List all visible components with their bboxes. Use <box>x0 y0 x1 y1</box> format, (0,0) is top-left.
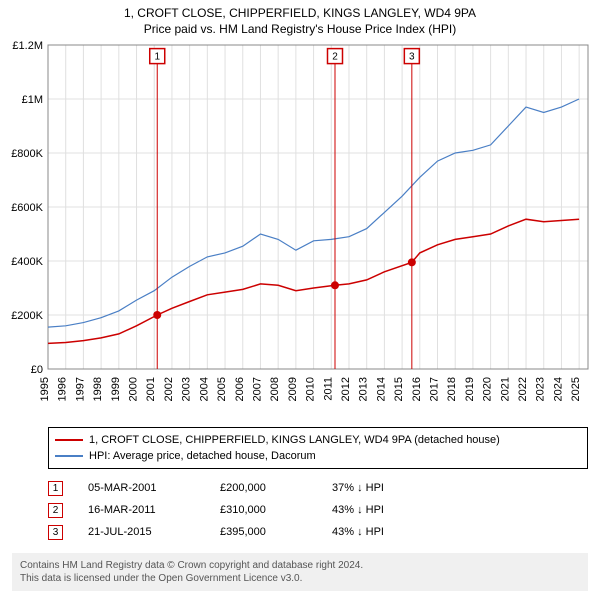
sale-point-dot <box>331 281 339 289</box>
sale-delta: 43% ↓ HPI <box>332 526 432 538</box>
x-tick-label: 2022 <box>517 377 529 401</box>
sale-row-marker: 3 <box>48 525 63 540</box>
line-chart-svg: £0 £200K £400K £600K £800K £1M £1.2M 1995 1996 19… <box>0 39 600 419</box>
legend-swatch <box>55 455 83 457</box>
legend-item: 1, CROFT CLOSE, CHIPPERFIELD, KINGS LANG… <box>55 432 581 448</box>
sale-row-marker: 1 <box>48 481 63 496</box>
sale-date: 16-MAR-2011 <box>88 504 208 516</box>
sale-price: £310,000 <box>220 504 320 516</box>
legend-label: 1, CROFT CLOSE, CHIPPERFIELD, KINGS LANG… <box>89 434 500 446</box>
x-tick-label: 2007 <box>251 377 263 401</box>
y-tick-label: £600K <box>11 202 43 214</box>
x-tick-label: 1997 <box>74 377 86 401</box>
chart-subtitle: Price paid vs. HM Land Registry's House … <box>0 22 600 38</box>
x-tick-label: 2009 <box>287 377 299 401</box>
x-tick-label: 2024 <box>552 377 564 401</box>
footer-note: Contains HM Land Registry data © Crown c… <box>12 553 588 591</box>
sale-date: 05-MAR-2001 <box>88 482 208 494</box>
x-tick-label: 2025 <box>570 377 582 401</box>
x-tick-label: 2023 <box>535 377 547 401</box>
x-tick-label: 2017 <box>429 377 441 401</box>
sale-row: 2 16-MAR-2011 £310,000 43% ↓ HPI <box>48 499 588 521</box>
footer-line-1: Contains HM Land Registry data © Crown c… <box>20 559 580 572</box>
y-tick-label: £800K <box>11 148 43 160</box>
footer-line-2: This data is licensed under the Open Gov… <box>20 572 580 585</box>
x-tick-label: 2002 <box>163 377 175 401</box>
x-tick-label: 2003 <box>181 377 193 401</box>
legend-box: 1, CROFT CLOSE, CHIPPERFIELD, KINGS LANG… <box>48 427 588 469</box>
x-tick-label: 2000 <box>128 377 140 401</box>
y-tick-label: £1.2M <box>12 40 43 52</box>
sales-table: 1 05-MAR-2001 £200,000 37% ↓ HPI 2 16-MAR-201… <box>48 477 588 543</box>
x-tick-label: 2008 <box>269 377 281 401</box>
y-tick-label: £200K <box>11 310 43 322</box>
sale-marker-num: 1 <box>154 52 160 63</box>
sale-marker-num: 3 <box>409 52 415 63</box>
sale-date: 21-JUL-2015 <box>88 526 208 538</box>
x-tick-label: 2001 <box>145 377 157 401</box>
sale-row: 1 05-MAR-2001 £200,000 37% ↓ HPI <box>48 477 588 499</box>
chart-title: 1, CROFT CLOSE, CHIPPERFIELD, KINGS LANG… <box>0 6 600 22</box>
sale-price: £200,000 <box>220 482 320 494</box>
legend-item: HPI: Average price, detached house, Daco… <box>55 448 581 464</box>
x-tick-label: 2011 <box>322 377 334 401</box>
chart-area: £0 £200K £400K £600K £800K £1M £1.2M 1995 1996 19… <box>0 39 600 419</box>
legend-label: HPI: Average price, detached house, Daco… <box>89 450 316 462</box>
x-tick-label: 1999 <box>110 377 122 401</box>
x-tick-label: 2010 <box>305 377 317 401</box>
x-tick-label: 2005 <box>216 377 228 401</box>
sale-point-dot <box>153 311 161 319</box>
x-tick-label: 2018 <box>446 377 458 401</box>
x-tick-label: 2020 <box>482 377 494 401</box>
x-tick-label: 2015 <box>393 377 405 401</box>
sale-row: 3 21-JUL-2015 £395,000 43% ↓ HPI <box>48 521 588 543</box>
x-tick-label: 2019 <box>464 377 476 401</box>
x-tick-label: 1995 <box>39 377 51 401</box>
y-tick-label: £400K <box>11 256 43 268</box>
x-tick-label: 1996 <box>57 377 69 401</box>
x-tick-label: 2021 <box>499 377 511 401</box>
sale-row-marker: 2 <box>48 503 63 518</box>
chart-titles: 1, CROFT CLOSE, CHIPPERFIELD, KINGS LANG… <box>0 0 600 39</box>
sale-delta: 37% ↓ HPI <box>332 482 432 494</box>
x-tick-label: 2004 <box>198 377 210 401</box>
x-tick-label: 2012 <box>340 377 352 401</box>
x-tick-label: 2013 <box>358 377 370 401</box>
sale-point-dot <box>408 259 416 267</box>
x-tick-label: 2016 <box>411 377 423 401</box>
x-tick-label: 1998 <box>92 377 104 401</box>
y-tick-label: £0 <box>31 364 43 376</box>
x-tick-label: 2014 <box>375 377 387 401</box>
legend-swatch <box>55 439 83 441</box>
sale-marker-num: 2 <box>332 52 338 63</box>
y-tick-label: £1M <box>22 94 43 106</box>
x-tick-label: 2006 <box>234 377 246 401</box>
sale-delta: 43% ↓ HPI <box>332 504 432 516</box>
sale-price: £395,000 <box>220 526 320 538</box>
